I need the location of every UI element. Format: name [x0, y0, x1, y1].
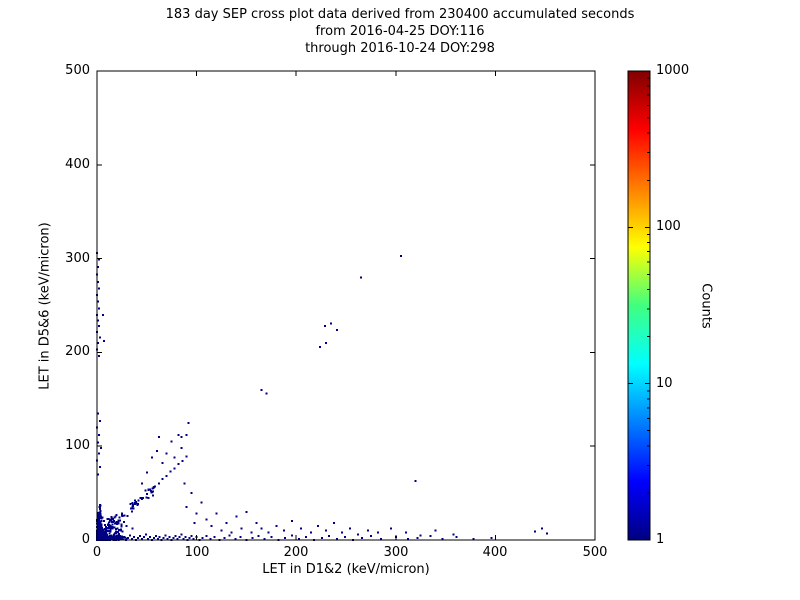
x-axis-label: LET in D1&2 (keV/micron): [262, 562, 430, 577]
colorbar-tick-label: 1: [656, 532, 665, 547]
plot-area-border: [96, 70, 596, 541]
x-tick-label: 400: [482, 545, 508, 560]
colorbar-ticks: [628, 70, 650, 541]
y-tick-label: 500: [65, 63, 90, 78]
y-axis-label: LET in D5&6 (keV/micron): [37, 222, 53, 390]
y-tick-label: 100: [65, 438, 90, 453]
x-tick-label: 0: [92, 545, 102, 560]
scatter-points: [96, 251, 549, 541]
plot-title-line-3: through 2016-10-24 DOY:298: [305, 41, 495, 56]
colorbar-tick-label: 100: [656, 219, 681, 234]
y-tick-label: 0: [81, 532, 90, 547]
colorbar-tick-label: 10: [656, 376, 673, 391]
x-tick-label: 500: [582, 545, 608, 560]
colorbar: [627, 70, 651, 541]
axis-ticks: [96, 70, 596, 541]
plot-title-line-2: from 2016-04-25 DOY:116: [315, 24, 485, 39]
colorbar-tick-label: 1000: [656, 63, 690, 78]
x-tick-label: 300: [383, 545, 409, 560]
x-tick-label: 100: [184, 545, 210, 560]
y-tick-label: 200: [65, 344, 90, 359]
colorbar-label: Counts: [698, 283, 714, 329]
y-tick-label: 300: [65, 251, 90, 266]
y-tick-label: 400: [65, 157, 90, 172]
x-tick-label: 200: [283, 545, 309, 560]
plot-title-line-1: 183 day SEP cross plot data derived from…: [165, 7, 635, 22]
